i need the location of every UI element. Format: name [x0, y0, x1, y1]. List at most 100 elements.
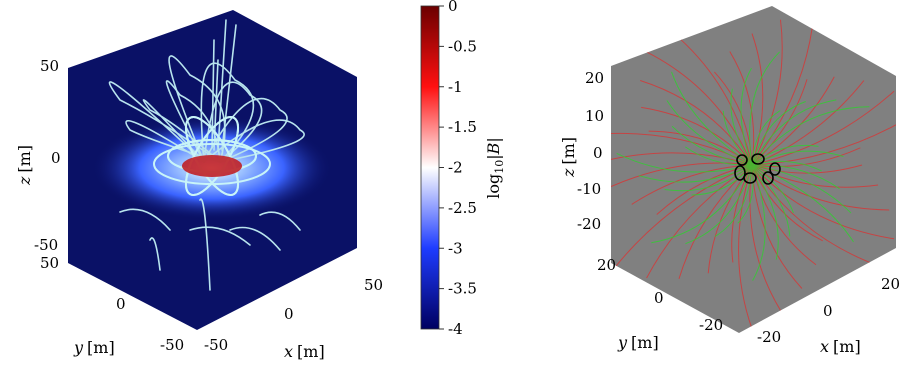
right-y-tick: 0: [654, 289, 664, 307]
right-x-tick: -20: [757, 328, 781, 346]
colorbar-tick-label: 0: [448, 0, 458, 15]
right-z-tick: -20: [577, 215, 601, 233]
field-line: [751, 164, 863, 174]
field-line: [691, 164, 753, 196]
field-line: [751, 164, 794, 214]
right-x-tick: 20: [881, 275, 900, 293]
field-line: [749, 51, 781, 166]
streamline: [221, 24, 237, 151]
right-x-tick: 0: [823, 302, 833, 320]
right-z-tick: 10: [585, 107, 604, 125]
field-line: [731, 164, 753, 263]
field-line: [751, 164, 840, 190]
right-y-axis-label: y [m]: [617, 333, 659, 352]
field-line: [751, 164, 852, 214]
right-z-axis-ticks: 20 10 0 -10 -20: [577, 69, 604, 233]
left-x-tick: 50: [364, 276, 383, 294]
field-line: [740, 67, 753, 166]
field-line: [751, 164, 766, 281]
left-z-tick: 0: [51, 149, 61, 167]
coil-ring: [751, 153, 765, 165]
colorbar-tick-label: -4: [448, 320, 463, 338]
left-x-axis-label: x [m]: [284, 342, 325, 361]
field-line: [671, 125, 753, 166]
right-y-tick: 20: [597, 256, 616, 274]
field-line: [751, 164, 791, 237]
colorbar-gradient: [420, 5, 440, 330]
coil-loop: [153, 143, 271, 185]
field-line: [751, 150, 844, 166]
streamline: [217, 19, 227, 151]
field-line: [666, 100, 753, 166]
left-core: [182, 155, 242, 177]
streamline: [199, 198, 211, 291]
field-line: [737, 164, 754, 224]
left-y-axis-label: y [m]: [73, 338, 115, 357]
colorbar-ticks: 0 -0.5 -1 -1.5 -2 -2.5 -3 -3.5 -4: [439, 0, 477, 338]
left-z-axis-ticks: 50 0 -50: [34, 57, 61, 254]
left-y-tick: -50: [160, 336, 184, 354]
colorbar-tick-label: -2.5: [448, 199, 477, 217]
left-x-axis-ticks: -50 0 50: [204, 276, 383, 354]
left-y-tick: 0: [116, 295, 126, 313]
right-z-tick: -10: [577, 180, 601, 198]
right-panel: 20 10 0 -10 -20 z[m] 20 0 -20 y [m] -20 0…: [559, 6, 900, 356]
left-x-tick: -50: [204, 336, 228, 354]
field-line: [751, 164, 823, 242]
coil-ring: [734, 165, 746, 181]
coil-ring: [736, 154, 748, 166]
left-y-tick: 50: [40, 254, 59, 272]
coil-ring: [743, 172, 757, 184]
field-line: [751, 33, 764, 166]
right-x-axis-label: x [m]: [820, 337, 861, 356]
field-line: [646, 51, 753, 166]
field-line: [751, 11, 815, 166]
coil-ring: [762, 171, 774, 185]
field-line: [751, 106, 870, 166]
streamline: [200, 62, 255, 163]
field-line: [685, 146, 753, 166]
left-y-axis-ticks: 50 0 -50: [40, 254, 184, 354]
right-coils: [734, 153, 781, 185]
colorbar-tick-label: -2: [448, 159, 463, 177]
left-panel: 50 0 -50 z[m] 50 0 -50 y [m] -50 0 50 x [m…: [15, 10, 383, 361]
field-line: [751, 164, 895, 240]
field-line: [730, 88, 753, 166]
field-line: [751, 79, 808, 166]
colorbar-label: log10|B|: [484, 137, 506, 199]
right-z-axis-label: z[m]: [559, 137, 578, 178]
field-line: [738, 164, 753, 329]
streamline: [125, 119, 221, 163]
streamline: [229, 226, 281, 251]
right-y-axis-ticks: 20 0 -20: [597, 256, 723, 334]
streamline: [189, 226, 251, 246]
right-x-axis-ticks: -20 0 20: [757, 275, 900, 346]
field-line: [611, 152, 753, 166]
field-line: [612, 164, 753, 271]
streamline: [149, 237, 161, 271]
streamline: [108, 81, 221, 163]
left-z-axis-label: z[m]: [15, 145, 34, 186]
left-x-tick: 0: [284, 305, 294, 323]
right-y-tick: -20: [699, 316, 723, 334]
right-z-tick: 0: [593, 144, 603, 162]
field-line: [751, 144, 819, 166]
right-z-tick: 20: [585, 69, 604, 87]
colorbar-tick-label: -0.5: [448, 37, 477, 55]
field-line: [640, 80, 753, 166]
field-line: [714, 164, 753, 238]
field-line: [685, 164, 753, 245]
field-line: [751, 147, 861, 167]
field-line: [751, 164, 890, 211]
colorbar-tick-label: -1: [448, 78, 463, 96]
right-green-field-lines: [616, 51, 870, 281]
field-line: [638, 164, 753, 183]
left-z-tick: 50: [40, 57, 59, 75]
field-line: [751, 101, 806, 166]
colorbar-tick-label: -3: [448, 239, 463, 257]
streamline: [119, 208, 171, 231]
colorbar-tick-label: -3.5: [448, 280, 477, 298]
coil-ring: [769, 162, 781, 176]
field-line: [751, 164, 779, 260]
